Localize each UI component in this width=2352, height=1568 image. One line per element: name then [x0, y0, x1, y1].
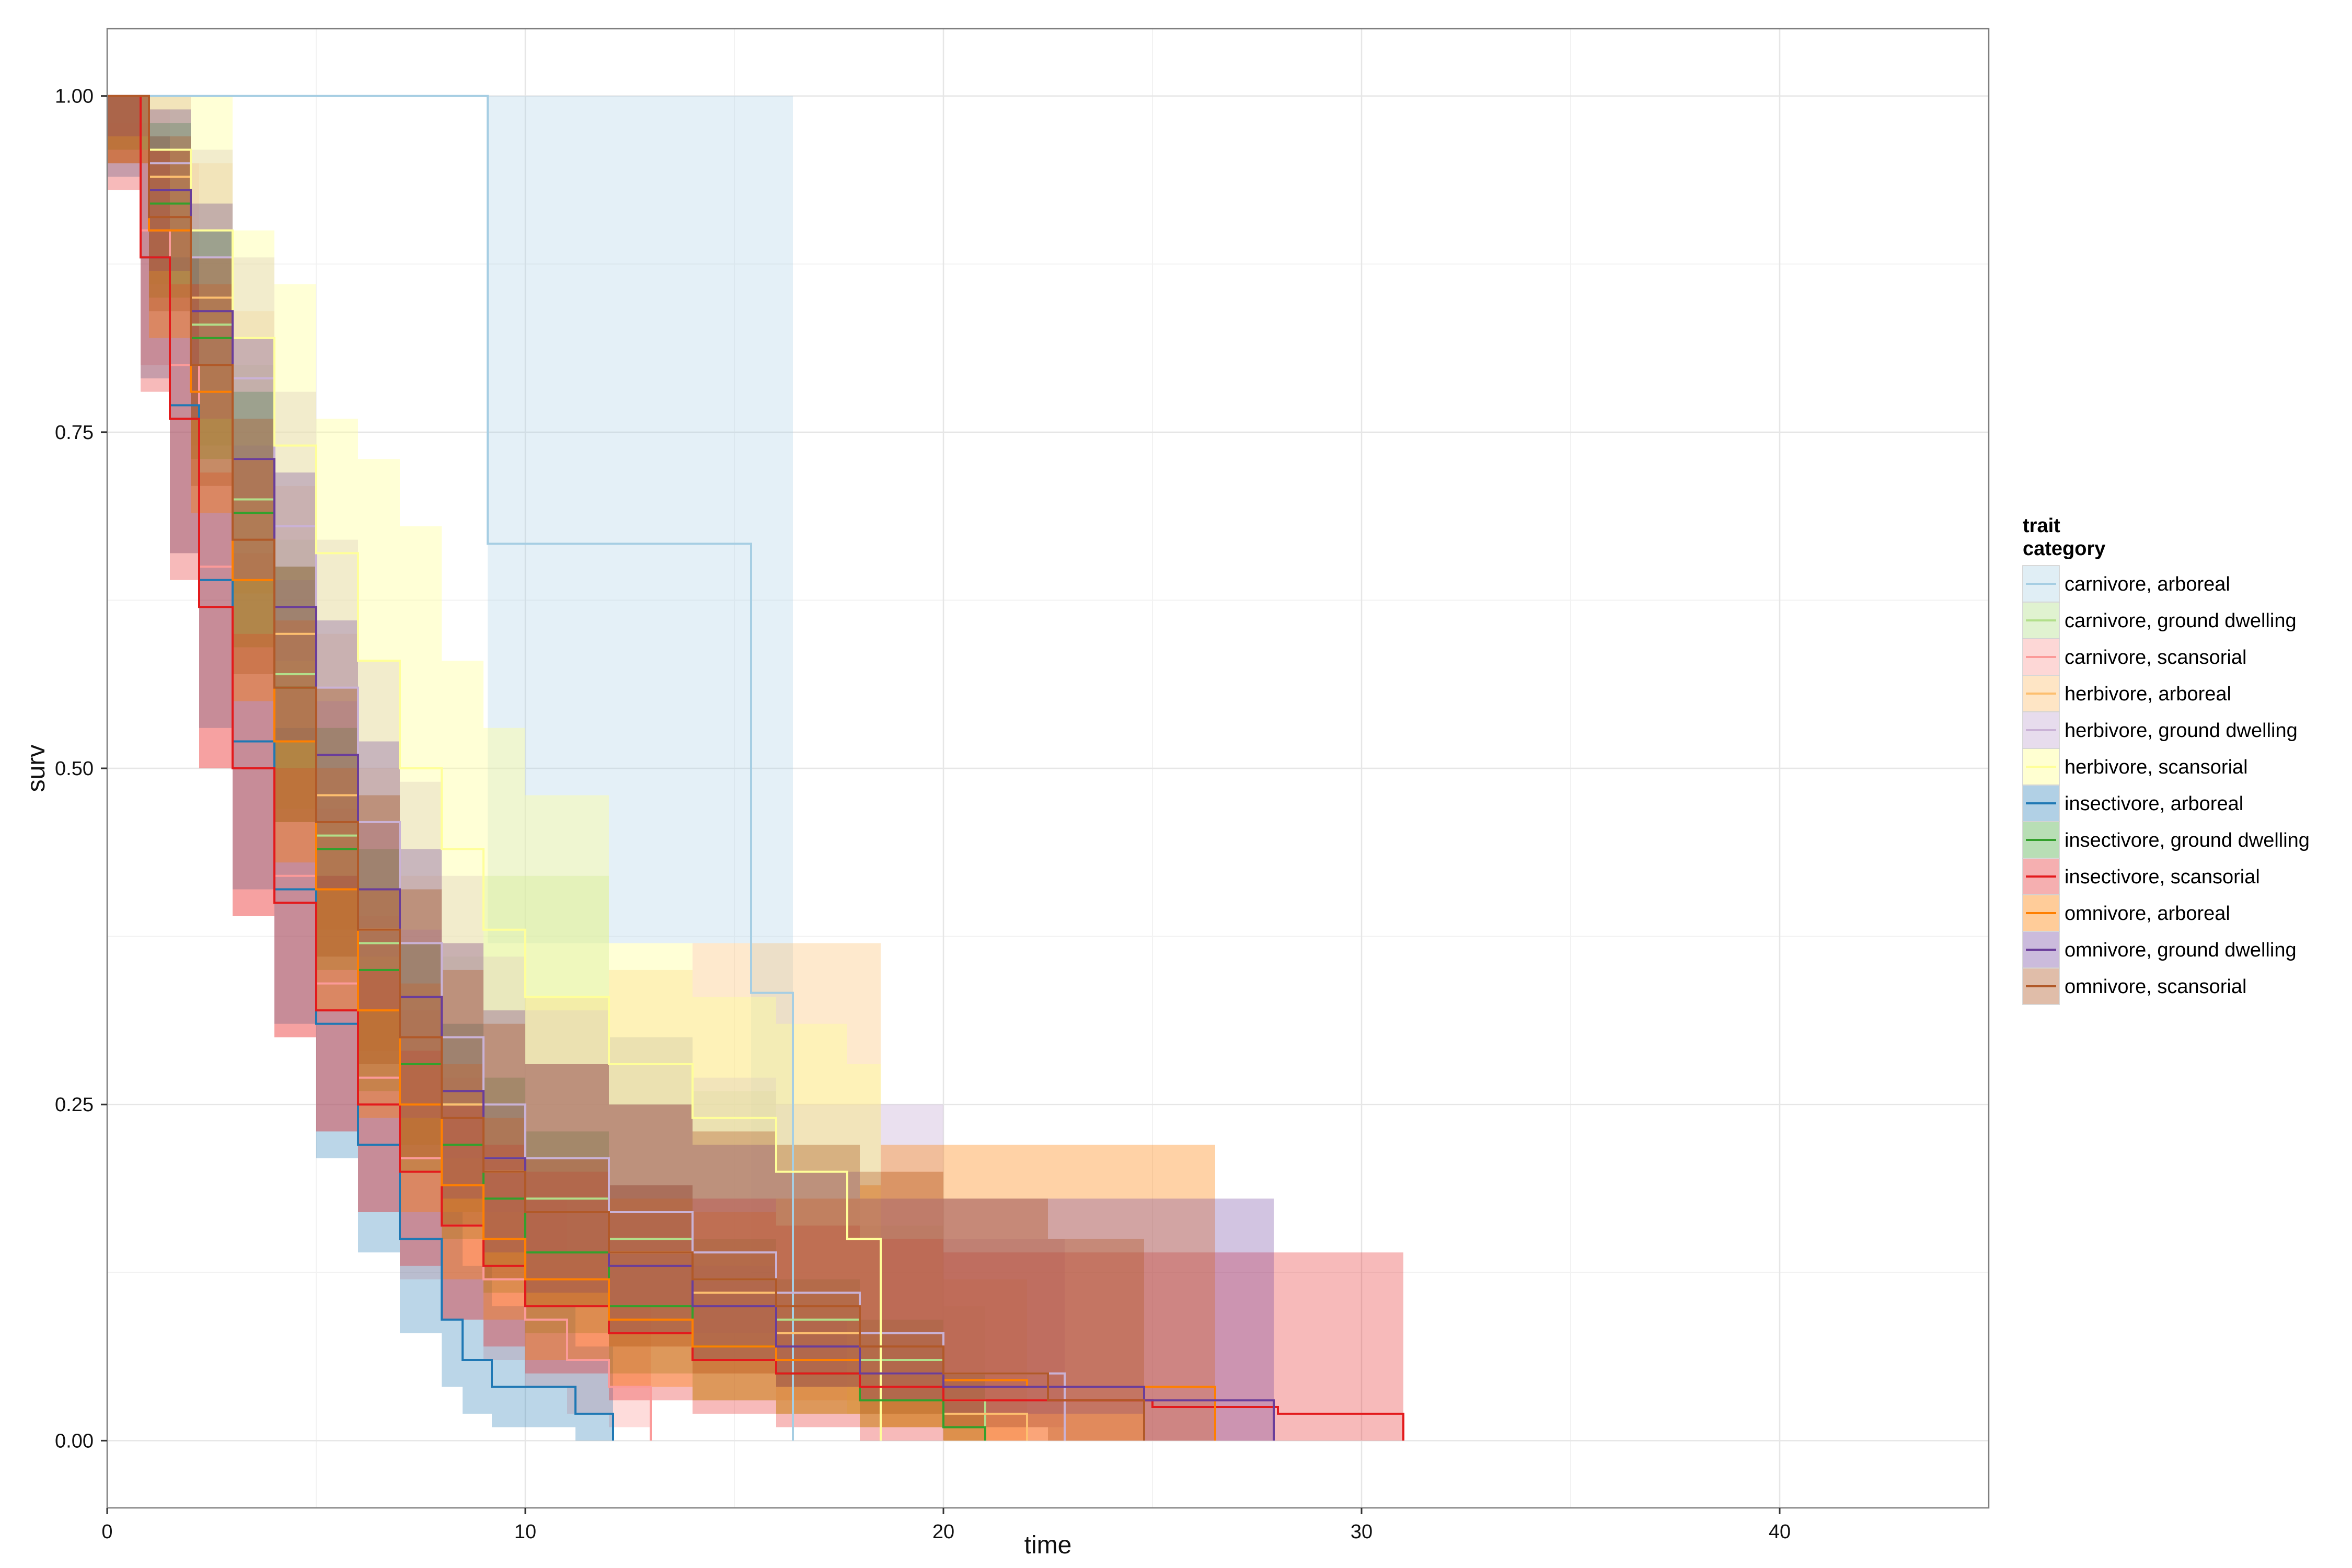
- ribbon-carnivore-arboreal: [107, 96, 793, 1441]
- legend-label: insectivore, scansorial: [2065, 866, 2260, 888]
- ribbon-insectivore-ground-dwelling: [107, 96, 985, 1441]
- legend-item-carnivore-scansorial: carnivore, scansorial: [2022, 638, 2246, 676]
- ribbon-herbivore-arboreal: [107, 96, 1027, 1441]
- x-axis-title: time: [1024, 1531, 1072, 1559]
- legend-item-carnivore-arboreal: carnivore, arboreal: [2022, 565, 2230, 603]
- legend-label: omnivore, arboreal: [2065, 903, 2230, 925]
- y-tick-label: 0.75: [55, 422, 94, 444]
- legend-title-line-2: category: [2023, 538, 2105, 560]
- legend-item-herbivore-scansorial: herbivore, scansorial: [2022, 748, 2248, 786]
- legend-item-insectivore-arboreal: insectivore, arboreal: [2022, 785, 2243, 822]
- legend-items: carnivore, arboreal carnivore, ground dwe…: [2022, 565, 2310, 1005]
- legend-label: carnivore, arboreal: [2065, 573, 2230, 595]
- legend-title-line-1: trait: [2023, 515, 2060, 537]
- legend-label: omnivore, scansorial: [2065, 976, 2246, 998]
- legend-item-omnivore-scansorial: omnivore, scansorial: [2022, 967, 2246, 1005]
- x-tick-label: 0: [101, 1521, 112, 1543]
- x-tick-label: 40: [1769, 1521, 1791, 1543]
- y-tick-label: 0.25: [55, 1094, 94, 1116]
- y-axis: 0.00 0.25 0.50 0.75 1.00: [55, 86, 107, 1452]
- survival-curves: [107, 95, 1404, 1441]
- legend-label: herbivore, arboreal: [2065, 683, 2231, 705]
- ribbon-herbivore-ground-dwelling: [107, 96, 1065, 1441]
- legend-item-herbivore-ground-dwelling: herbivore, ground dwelling: [2022, 711, 2298, 749]
- ribbon-omnivore-scansorial: [107, 96, 1144, 1441]
- grid-lines: [106, 29, 1989, 1508]
- curve-omnivore-scansorial: [107, 95, 1145, 1441]
- y-axis-title: surv: [22, 745, 50, 792]
- ribbon-carnivore-ground-dwelling: [107, 96, 985, 1441]
- x-axis: 0 10 20 30 40: [101, 1508, 1791, 1543]
- legend-label: insectivore, arboreal: [2065, 793, 2243, 815]
- legend-item-omnivore-arboreal: omnivore, arboreal: [2022, 894, 2230, 932]
- plot-panel: [106, 28, 1990, 1509]
- legend-item-carnivore-ground-dwelling: carnivore, ground dwelling: [2022, 602, 2297, 639]
- legend-item-omnivore-ground-dwelling: omnivore, ground dwelling: [2022, 931, 2297, 969]
- legend-label: insectivore, ground dwelling: [2065, 829, 2310, 851]
- legend-label: carnivore, scansorial: [2065, 647, 2246, 668]
- legend-item-herbivore-arboreal: herbivore, arboreal: [2022, 675, 2231, 712]
- legend-label: herbivore, ground dwelling: [2065, 720, 2298, 742]
- legend-label: omnivore, ground dwelling: [2065, 939, 2297, 961]
- y-tick-label: 1.00: [55, 86, 94, 108]
- y-tick-label: 0.00: [55, 1430, 94, 1452]
- curve-carnivore-arboreal: [107, 95, 794, 1441]
- x-tick-label: 30: [1351, 1521, 1373, 1543]
- legend-item-insectivore-scansorial: insectivore, scansorial: [2022, 858, 2260, 895]
- legend-label: herbivore, scansorial: [2065, 756, 2248, 778]
- curve-herbivore-scansorial: [107, 95, 882, 1441]
- legend-label: carnivore, ground dwelling: [2065, 610, 2297, 632]
- legend-item-insectivore-ground-dwelling: insectivore, ground dwelling: [2022, 821, 2310, 859]
- x-tick-label: 20: [932, 1521, 954, 1543]
- x-tick-label: 10: [514, 1521, 536, 1543]
- ribbon-herbivore-scansorial: [107, 96, 881, 1441]
- legend: trait category carnivore, arborealcarniv…: [2022, 515, 2310, 1005]
- y-tick-label: 0.50: [55, 758, 94, 780]
